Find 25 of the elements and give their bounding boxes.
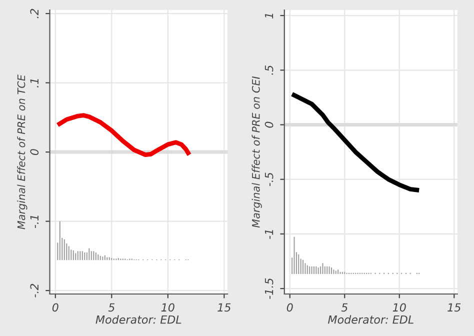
- x-tick-label: 0: [52, 303, 58, 312]
- x-axis-title: Moderator: EDL: [328, 315, 414, 324]
- y-axis-title: Marginal Effect of PRE on TCE: [17, 74, 28, 230]
- y-tick-label: -1.5: [264, 278, 274, 299]
- x-tick-label: 5: [341, 303, 348, 312]
- x-tick-label: 10: [392, 303, 406, 312]
- y-tick-label: -.1: [30, 216, 38, 228]
- y-tick-label: 0: [264, 122, 274, 128]
- x-tick-label: 5: [108, 303, 115, 312]
- y-tick-label: -.2: [30, 284, 38, 298]
- x-tick-label: 0: [286, 303, 293, 312]
- y-tick-label: -.5: [264, 172, 274, 186]
- y-tick-label: .5: [264, 65, 274, 75]
- y-tick-label: 0: [30, 149, 39, 156]
- x-axis-title: Moderator: EDL: [96, 315, 182, 324]
- line-series: [55, 113, 192, 158]
- y-axis-title: Marginal Effect of PRE on CEI: [252, 76, 262, 228]
- x-tick-label: 10: [161, 303, 174, 312]
- y-tick-label: 1: [264, 14, 274, 19]
- y-tick-label: .1: [30, 79, 38, 88]
- line-series: [290, 92, 422, 192]
- x-tick-label: 15: [218, 303, 231, 312]
- y-tick-label: -1: [264, 230, 274, 239]
- x-tick-label: 15: [448, 303, 461, 312]
- y-tick-label: .2: [30, 8, 38, 18]
